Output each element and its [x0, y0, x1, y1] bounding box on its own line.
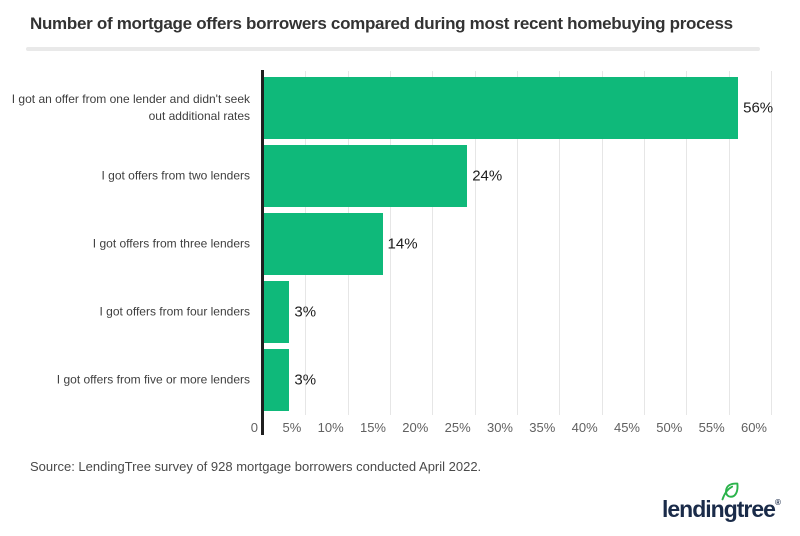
x-tick-label: 20%: [402, 420, 429, 435]
gridline: [432, 71, 434, 415]
x-tick-label: 40%: [571, 420, 598, 435]
gridline: [728, 71, 730, 415]
value-label: 56%: [743, 99, 774, 117]
category-label: I got offers from four lenders: [99, 304, 250, 319]
category-label: I got offers from five or more lenders: [56, 372, 250, 387]
value-label: 14%: [387, 235, 418, 253]
category-label: I got offers from two lenders: [101, 168, 250, 183]
leaf-icon: [721, 482, 739, 501]
value-label: 3%: [294, 371, 317, 389]
x-tick-label: 30%: [486, 420, 513, 435]
y-axis-line: [261, 70, 264, 435]
x-tick-label: 10%: [317, 420, 344, 435]
source-note: Source: LendingTree survey of 928 mortga…: [30, 459, 482, 474]
value-label: 24%: [472, 167, 503, 185]
category-label: I got offers from three lenders: [92, 236, 250, 251]
gridline: [771, 71, 772, 415]
gridline: [686, 71, 688, 415]
chart-title: Number of mortgage offers borrowers comp…: [30, 14, 733, 33]
bar: [264, 213, 383, 275]
x-tick-label: 0: [250, 420, 258, 435]
x-tick-label: 15%: [359, 420, 386, 435]
lendingtree-logo: lendingtree®: [662, 481, 792, 527]
x-tick-label: 60%: [740, 420, 767, 435]
category-label: I got an offer from one lender and didn'…: [11, 92, 250, 123]
x-tick-label: 5%: [282, 420, 302, 435]
value-label: 3%: [294, 303, 317, 321]
bar: [264, 281, 290, 343]
x-tick-label: 55%: [698, 420, 725, 435]
gridline: [644, 71, 645, 415]
gridline: [559, 71, 561, 415]
logo-text: lendingtree: [662, 496, 776, 522]
x-tick-label: 25%: [444, 420, 471, 435]
gridline: [474, 71, 476, 415]
plot-area: 0 5% 10% 15% 20% 25% 30% 35% 40% 45% 50% 55% 60% I go…: [11, 70, 774, 435]
gridline: [390, 71, 391, 415]
bar: [264, 145, 468, 207]
bar: [264, 77, 739, 139]
x-tick-label: 35%: [529, 420, 556, 435]
logo-wordmark: lendingtree®: [662, 496, 781, 523]
registered-mark: ®: [774, 498, 781, 507]
gridline: [517, 71, 518, 415]
x-tick-label: 50%: [656, 420, 683, 435]
gridline: [601, 71, 603, 415]
x-tick-label: 45%: [613, 420, 640, 435]
bar: [264, 349, 290, 411]
title-divider: [26, 47, 760, 51]
